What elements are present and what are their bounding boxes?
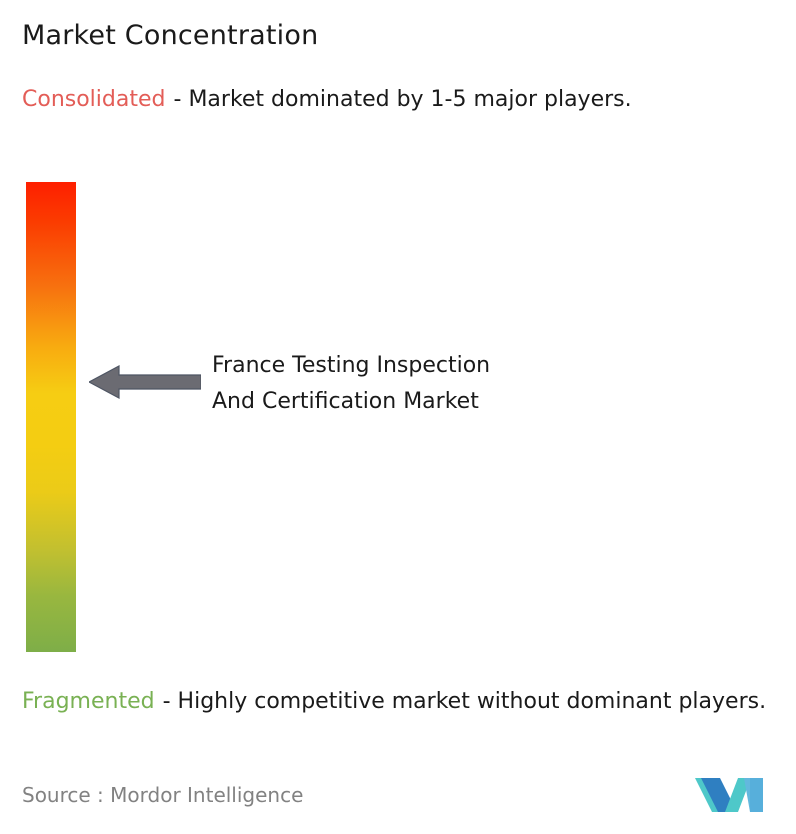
logo-shape-2: [701, 778, 737, 812]
fragmented-legend-description: Fragmented - Highly competitive market wi…: [22, 686, 784, 718]
source-name: Mordor Intelligence: [110, 783, 304, 807]
legend-text-fragmented: Highly competitive market without domina…: [177, 689, 767, 714]
legend-text-consolidated: Market dominated by 1-5 major players.: [188, 87, 632, 112]
mordor-intelligence-logo: [694, 770, 770, 816]
left-arrow-icon: [87, 365, 202, 399]
page-title: Market Concentration: [22, 20, 319, 51]
marker-label: France Testing Inspection And Certificat…: [212, 348, 490, 420]
marker-label-line-1: France Testing Inspection: [212, 353, 491, 378]
source-label: Source :: [22, 783, 104, 807]
legend-separator-fragmented: -: [162, 689, 171, 714]
legend-term-fragmented: Fragmented: [22, 689, 155, 714]
consolidated-legend-description: Consolidated - Market dominated by 1-5 ma…: [22, 84, 772, 116]
logo-shape-6: [750, 778, 763, 812]
legend-term-consolidated: Consolidated: [22, 87, 166, 112]
market-concentration-gradient-bar: [26, 182, 76, 652]
marker-label-line-2: And Certification Market: [212, 389, 479, 414]
marker-pointer: [87, 364, 202, 400]
legend-separator-consolidated: -: [173, 87, 182, 112]
source-attribution: Source : Mordor Intelligence: [22, 783, 303, 807]
logo-shape-4: [725, 778, 751, 812]
